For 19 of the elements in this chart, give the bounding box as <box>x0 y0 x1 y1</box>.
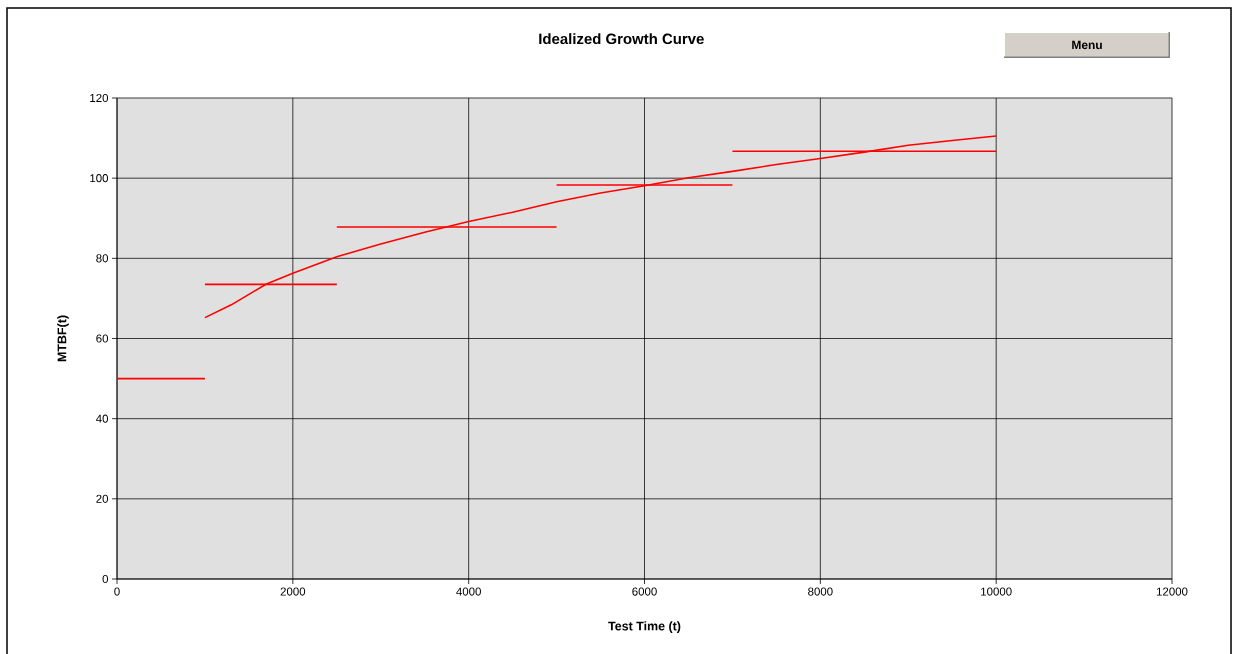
x-tick-label: 2000 <box>280 587 306 596</box>
x-tick-label: 6000 <box>632 587 657 596</box>
line-series <box>204 135 997 319</box>
y-tick-label: 60 <box>96 334 109 343</box>
x-tick-label: 10000 <box>981 587 1012 596</box>
y-tick-label: 120 <box>90 93 109 103</box>
y-axis-title: MTBF(t) <box>57 315 69 362</box>
y-tick-label: 100 <box>90 174 109 183</box>
y-tick-label: 40 <box>96 414 109 423</box>
y-tick-label: 80 <box>96 254 109 263</box>
x-tick-label: 4000 <box>456 587 481 596</box>
x-axis-title: Test Time (t) <box>608 621 681 633</box>
x-tick-label: 12000 <box>1156 587 1188 596</box>
chart-title: Idealized Growth Curve <box>539 33 704 45</box>
text: Menu <box>1072 40 1102 50</box>
x-tick-label: 0 <box>114 587 120 596</box>
x-tick-label: 8000 <box>808 587 833 596</box>
y-tick-label: 0 <box>102 574 109 584</box>
y-tick-label: 20 <box>96 494 109 503</box>
